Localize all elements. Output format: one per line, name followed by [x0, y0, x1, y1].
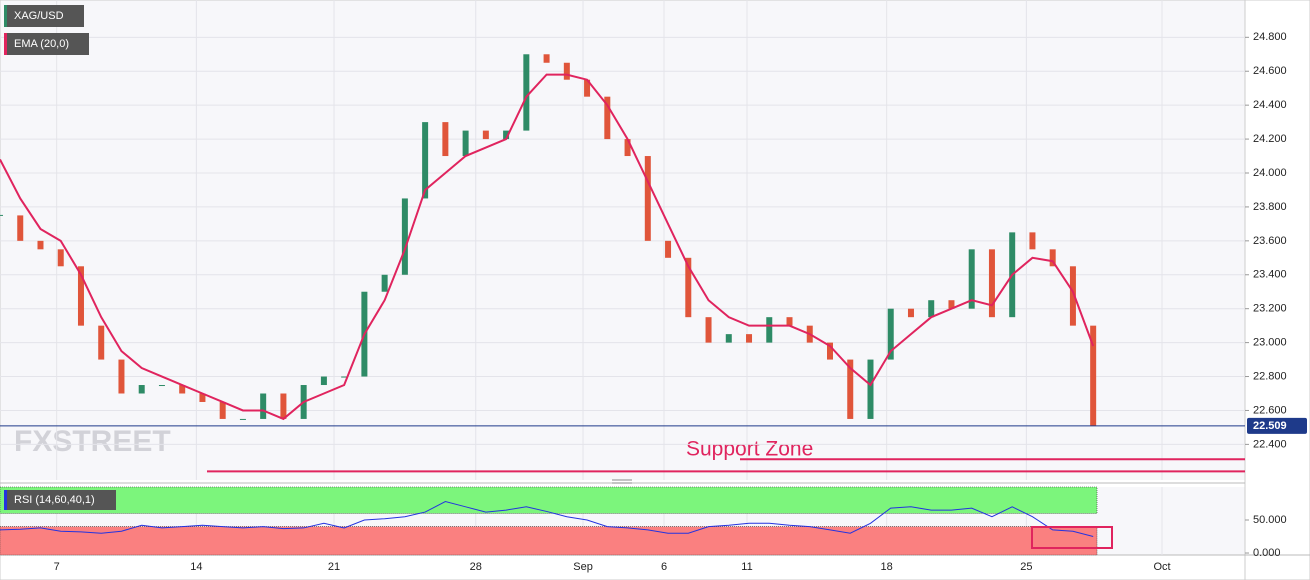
overbought-zone: [0, 486, 1098, 514]
candle: [179, 385, 186, 394]
candle: [563, 62, 570, 80]
y-tick-label: 24.000: [1253, 167, 1287, 179]
candle: [543, 54, 550, 63]
y-tick-label: 24.200: [1253, 133, 1287, 145]
x-tick-label: 21: [328, 561, 340, 573]
candle: [77, 266, 84, 326]
candle: [401, 198, 408, 275]
candle: [280, 393, 287, 419]
candle: [847, 359, 854, 419]
candle: [118, 359, 125, 394]
candle: [1069, 266, 1076, 326]
legend-label: RSI (14,60,40,1): [14, 494, 95, 506]
y-tick-label: 22.400: [1253, 438, 1287, 450]
x-tick-label: 25: [1020, 561, 1032, 573]
candle: [887, 308, 894, 360]
candle: [320, 376, 327, 386]
y-tick-label: 23.000: [1253, 337, 1287, 349]
legend-item: EMA (20,0): [4, 33, 89, 55]
candle: [685, 257, 692, 318]
candle: [1029, 232, 1036, 250]
candle: [57, 249, 64, 267]
x-tick-label: 14: [190, 561, 202, 573]
candle: [907, 308, 914, 318]
candle: [665, 240, 672, 258]
candle: [341, 376, 348, 378]
candle: [725, 334, 732, 343]
legend-swatch: [4, 5, 7, 27]
candle: [786, 317, 793, 326]
y-tick-label: 24.400: [1253, 99, 1287, 111]
candle: [482, 130, 489, 140]
y-tick-label: 23.800: [1253, 201, 1287, 213]
legend-label: XAG/USD: [14, 10, 64, 22]
x-tick-label: 18: [881, 561, 893, 573]
candle: [867, 359, 874, 419]
candle: [1049, 249, 1056, 267]
candle: [462, 130, 469, 157]
last-price-label: 22.509: [1253, 420, 1287, 432]
legend-swatch: [4, 490, 7, 510]
candle: [584, 79, 591, 97]
legend-item: XAG/USD: [4, 5, 84, 27]
candle: [705, 317, 712, 343]
candle: [239, 418, 246, 420]
candle: [746, 334, 753, 343]
ema-line: [0, 73, 1095, 421]
candle: [968, 249, 975, 309]
y-tick-label: 22.800: [1253, 370, 1287, 382]
x-tick-label: 6: [661, 561, 667, 573]
annotation: Support Zone: [686, 438, 813, 461]
candle: [260, 393, 267, 419]
legend-swatch: [4, 33, 7, 55]
candle: [523, 54, 530, 131]
candle: [17, 215, 24, 241]
candle: [98, 325, 105, 360]
y-tick-label: 50.000: [1253, 514, 1287, 526]
x-tick-label: Oct: [1153, 561, 1170, 573]
x-tick-label: 11: [741, 561, 752, 573]
candle: [503, 130, 510, 140]
legend-label: EMA (20,0): [14, 38, 69, 50]
x-tick-label: Sep: [573, 561, 593, 573]
candle: [644, 156, 651, 241]
x-tick-label: 28: [470, 561, 482, 573]
y-tick-label: 0.000: [1253, 547, 1281, 559]
y-tick-label: 23.600: [1253, 235, 1287, 247]
y-tick-label: 24.800: [1253, 31, 1287, 43]
legend-box: [4, 5, 84, 27]
candle: [138, 385, 145, 394]
candle: [928, 300, 935, 318]
y-tick-label: 24.600: [1253, 65, 1287, 77]
candle: [442, 122, 449, 157]
candle: [199, 393, 206, 402]
last-price-box: [1247, 417, 1307, 434]
candle: [1090, 325, 1097, 426]
y-tick-label: 22.600: [1253, 404, 1287, 416]
candle: [219, 401, 226, 419]
candle: [381, 274, 388, 292]
x-tick-label: 7: [54, 561, 60, 573]
candle: [827, 342, 833, 360]
y-tick-label: 23.400: [1253, 269, 1287, 281]
watermark: FXSTREET: [14, 425, 171, 458]
rsi-line: [0, 500, 1094, 537]
legend-box: [4, 490, 116, 510]
candle: [988, 249, 995, 318]
candle: [624, 139, 631, 157]
candle: [948, 300, 955, 309]
highlight-box: [1031, 526, 1113, 549]
candle: [422, 122, 429, 199]
legend-box: [4, 33, 89, 55]
candle: [158, 385, 165, 387]
oversold-zone: [0, 526, 1098, 556]
y-tick-label: 23.200: [1253, 303, 1287, 315]
candle: [37, 240, 44, 250]
candle: [766, 317, 773, 343]
candle: [604, 96, 611, 140]
price-pane: [0, 0, 1245, 480]
